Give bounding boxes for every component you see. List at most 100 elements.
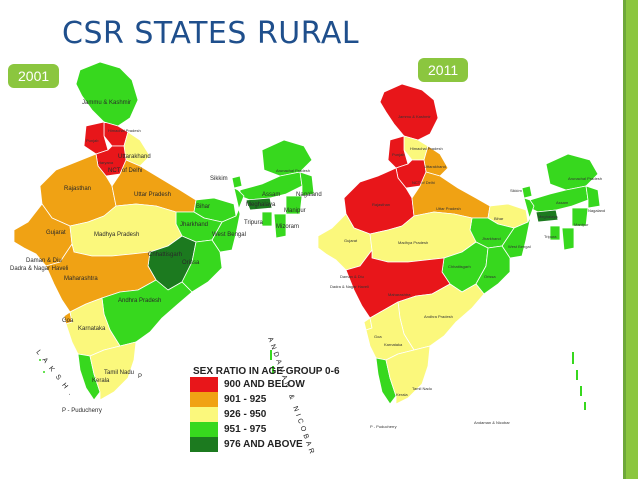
- region-orissa-2011: [475, 245, 511, 295]
- legend-item: 976 AND ABOVE: [190, 437, 340, 452]
- label-jharkhand-2001: Jharkhand: [180, 222, 208, 228]
- label-gujarat-2011: Gujarat: [344, 238, 358, 243]
- label-wb-2001: West Bengal: [212, 232, 246, 238]
- region-tn-2011: [385, 345, 431, 405]
- region-mizoram-2011: [561, 227, 575, 251]
- region-arunachal-2001: [261, 139, 313, 177]
- region-meghalaya-2001: [245, 197, 273, 211]
- label-orissa-2011: Orissa: [484, 274, 496, 279]
- label-tripura-2001: Tripura: [244, 220, 263, 226]
- label-bihar-2011: Bihar: [494, 216, 504, 221]
- legend-swatch: [190, 407, 218, 422]
- label-jk-2011: Jammu & Kashmir: [398, 114, 431, 119]
- legend-label: 976 AND ABOVE: [224, 439, 303, 450]
- legend-title: SEX RATIO IN AGE GROUP 0-6: [193, 366, 340, 377]
- label-daman-2011: Daman & Diu: [340, 274, 364, 279]
- label-rajasthan-2011: Rajasthan: [372, 202, 390, 207]
- legend: SEX RATIO IN AGE GROUP 0-6 900 AND BELOW…: [190, 366, 340, 452]
- label-tn-2001: Tamil Nadu: [104, 370, 134, 376]
- side-label-laksh: LAKSH.: [34, 349, 77, 401]
- legend-items: 900 AND BELOW 901 - 925 926 - 950 951 - 975…: [190, 377, 340, 452]
- region-hp-2001: [103, 121, 129, 147]
- region-assam-2011: [529, 185, 589, 213]
- legend-swatch: [190, 437, 218, 452]
- legend-label: 901 - 925: [224, 394, 267, 405]
- label-meghalaya-2011: Meghalaya: [538, 214, 558, 219]
- legend-swatch: [190, 377, 218, 392]
- label-punjab-2011: Punjab: [392, 152, 405, 157]
- legend-item: 900 AND BELOW: [190, 377, 340, 392]
- label-andaman-2011: Andaman & Nicobar: [474, 420, 510, 425]
- label-arunachal-2011: Arunachal Pradesh: [568, 176, 602, 181]
- map-2011: [317, 83, 601, 410]
- label-punjab-2001: Punjab: [86, 138, 99, 143]
- region-sikkim-2001: [231, 175, 243, 189]
- accent-stripe: [626, 0, 638, 479]
- legend-label: 926 - 950: [224, 409, 267, 420]
- page-title: CSR STATES RURAL: [62, 16, 360, 51]
- year-badge-2001: 2001: [8, 64, 60, 88]
- label-chhattisgarh-2001: Chhattisgarh: [148, 252, 182, 258]
- label-assam-2011: Assam: [556, 200, 569, 205]
- label-hp-2001: Himachal Pradesh: [108, 128, 141, 133]
- label-manipur-2001: Manipur: [284, 208, 306, 214]
- region-maharashtra-2001: [45, 243, 157, 313]
- region-tripura-2011: [549, 225, 561, 241]
- region-nagaland-2011: [585, 185, 601, 209]
- label-wb-2011: West Bengal: [508, 244, 531, 249]
- label-karnataka-2001: Karnataka: [78, 326, 106, 332]
- label-meghalaya-2001: Meghalaya: [246, 202, 276, 208]
- label-pud-2011: P - Puducherry: [370, 424, 397, 429]
- label-hp-2011: Himachal Pradesh: [410, 146, 443, 151]
- label-manipur-2011: Manipur: [574, 222, 589, 227]
- lakshadweep-label: LAKSH.: [34, 349, 77, 401]
- label-maharashtra-2001: Maharashtra: [64, 276, 98, 282]
- region-jk-2001: [75, 61, 139, 127]
- label-ap-2001: Andhra Pradesh: [118, 298, 161, 304]
- legend-item: 901 - 925: [190, 392, 340, 407]
- label-sikkim-2011: Sikkim: [510, 188, 522, 193]
- label-dadra-2011: Dadra & Nagar Haveli: [330, 284, 369, 289]
- label-karnataka-2011: Karnataka: [384, 342, 403, 347]
- label-arunachal-2001: Arunachal Pradesh: [276, 168, 310, 173]
- legend-label: 900 AND BELOW: [224, 379, 305, 390]
- label-bihar-2001: Bihar: [196, 204, 210, 210]
- label-tn-2011: Tamil Nadu: [412, 386, 432, 391]
- accent-stripe-inner: [623, 0, 626, 479]
- label-ap-2011: Andhra Pradesh: [424, 314, 453, 319]
- label-nagaland-2001: Nagaland: [296, 192, 322, 198]
- label-orissa-2001: Orissa: [182, 260, 200, 266]
- legend-swatch: [190, 392, 218, 407]
- label-rajasthan-2001: Rajasthan: [64, 186, 91, 192]
- year-badge-2011: 2011: [418, 58, 469, 82]
- label-p-2001: P: [138, 374, 142, 380]
- region-arunachal-2011: [545, 153, 599, 191]
- region-manipur-2001: [285, 195, 303, 215]
- label-kerala-2011: Kerala: [396, 392, 408, 397]
- region-tripura-2001: [261, 211, 273, 227]
- label-gujarat-2001: Gujarat: [46, 230, 66, 236]
- region-orissa-2001: [181, 239, 223, 293]
- label-chhattisgarh-2011: Chhattisgarh: [448, 264, 471, 269]
- label-haryana-2001: Haryana: [98, 160, 114, 165]
- label-sikkim-2001: Sikkim: [210, 176, 228, 182]
- region-jk-2011: [379, 83, 439, 141]
- label-daman-2001: Daman & Diu: [26, 258, 62, 264]
- region-assam-2001: [239, 171, 303, 201]
- region-tn-2001: [89, 341, 137, 401]
- label-maharashtra-2011: Maharashtra: [388, 292, 411, 297]
- label-mp-2011: Madhya Pradesh: [398, 240, 428, 245]
- label-goa-2011: Goa: [374, 334, 382, 339]
- label-uttarakhand-2001: Uttarakhand: [118, 154, 151, 160]
- label-goa-2001: Goa: [62, 318, 74, 324]
- legend-item: 926 - 950: [190, 407, 340, 422]
- legend-label: 951 - 975: [224, 424, 267, 435]
- region-manipur-2011: [571, 207, 589, 227]
- label-pud-2001: P - Puducherry: [62, 408, 102, 414]
- map-2001: [13, 61, 315, 401]
- region-nagaland-2001: [299, 171, 315, 197]
- label-jharkhand-2011: Jharkhand: [482, 236, 501, 241]
- region-up-2011: [411, 171, 491, 219]
- label-delhi-2001: NCT of Delhi: [108, 168, 142, 174]
